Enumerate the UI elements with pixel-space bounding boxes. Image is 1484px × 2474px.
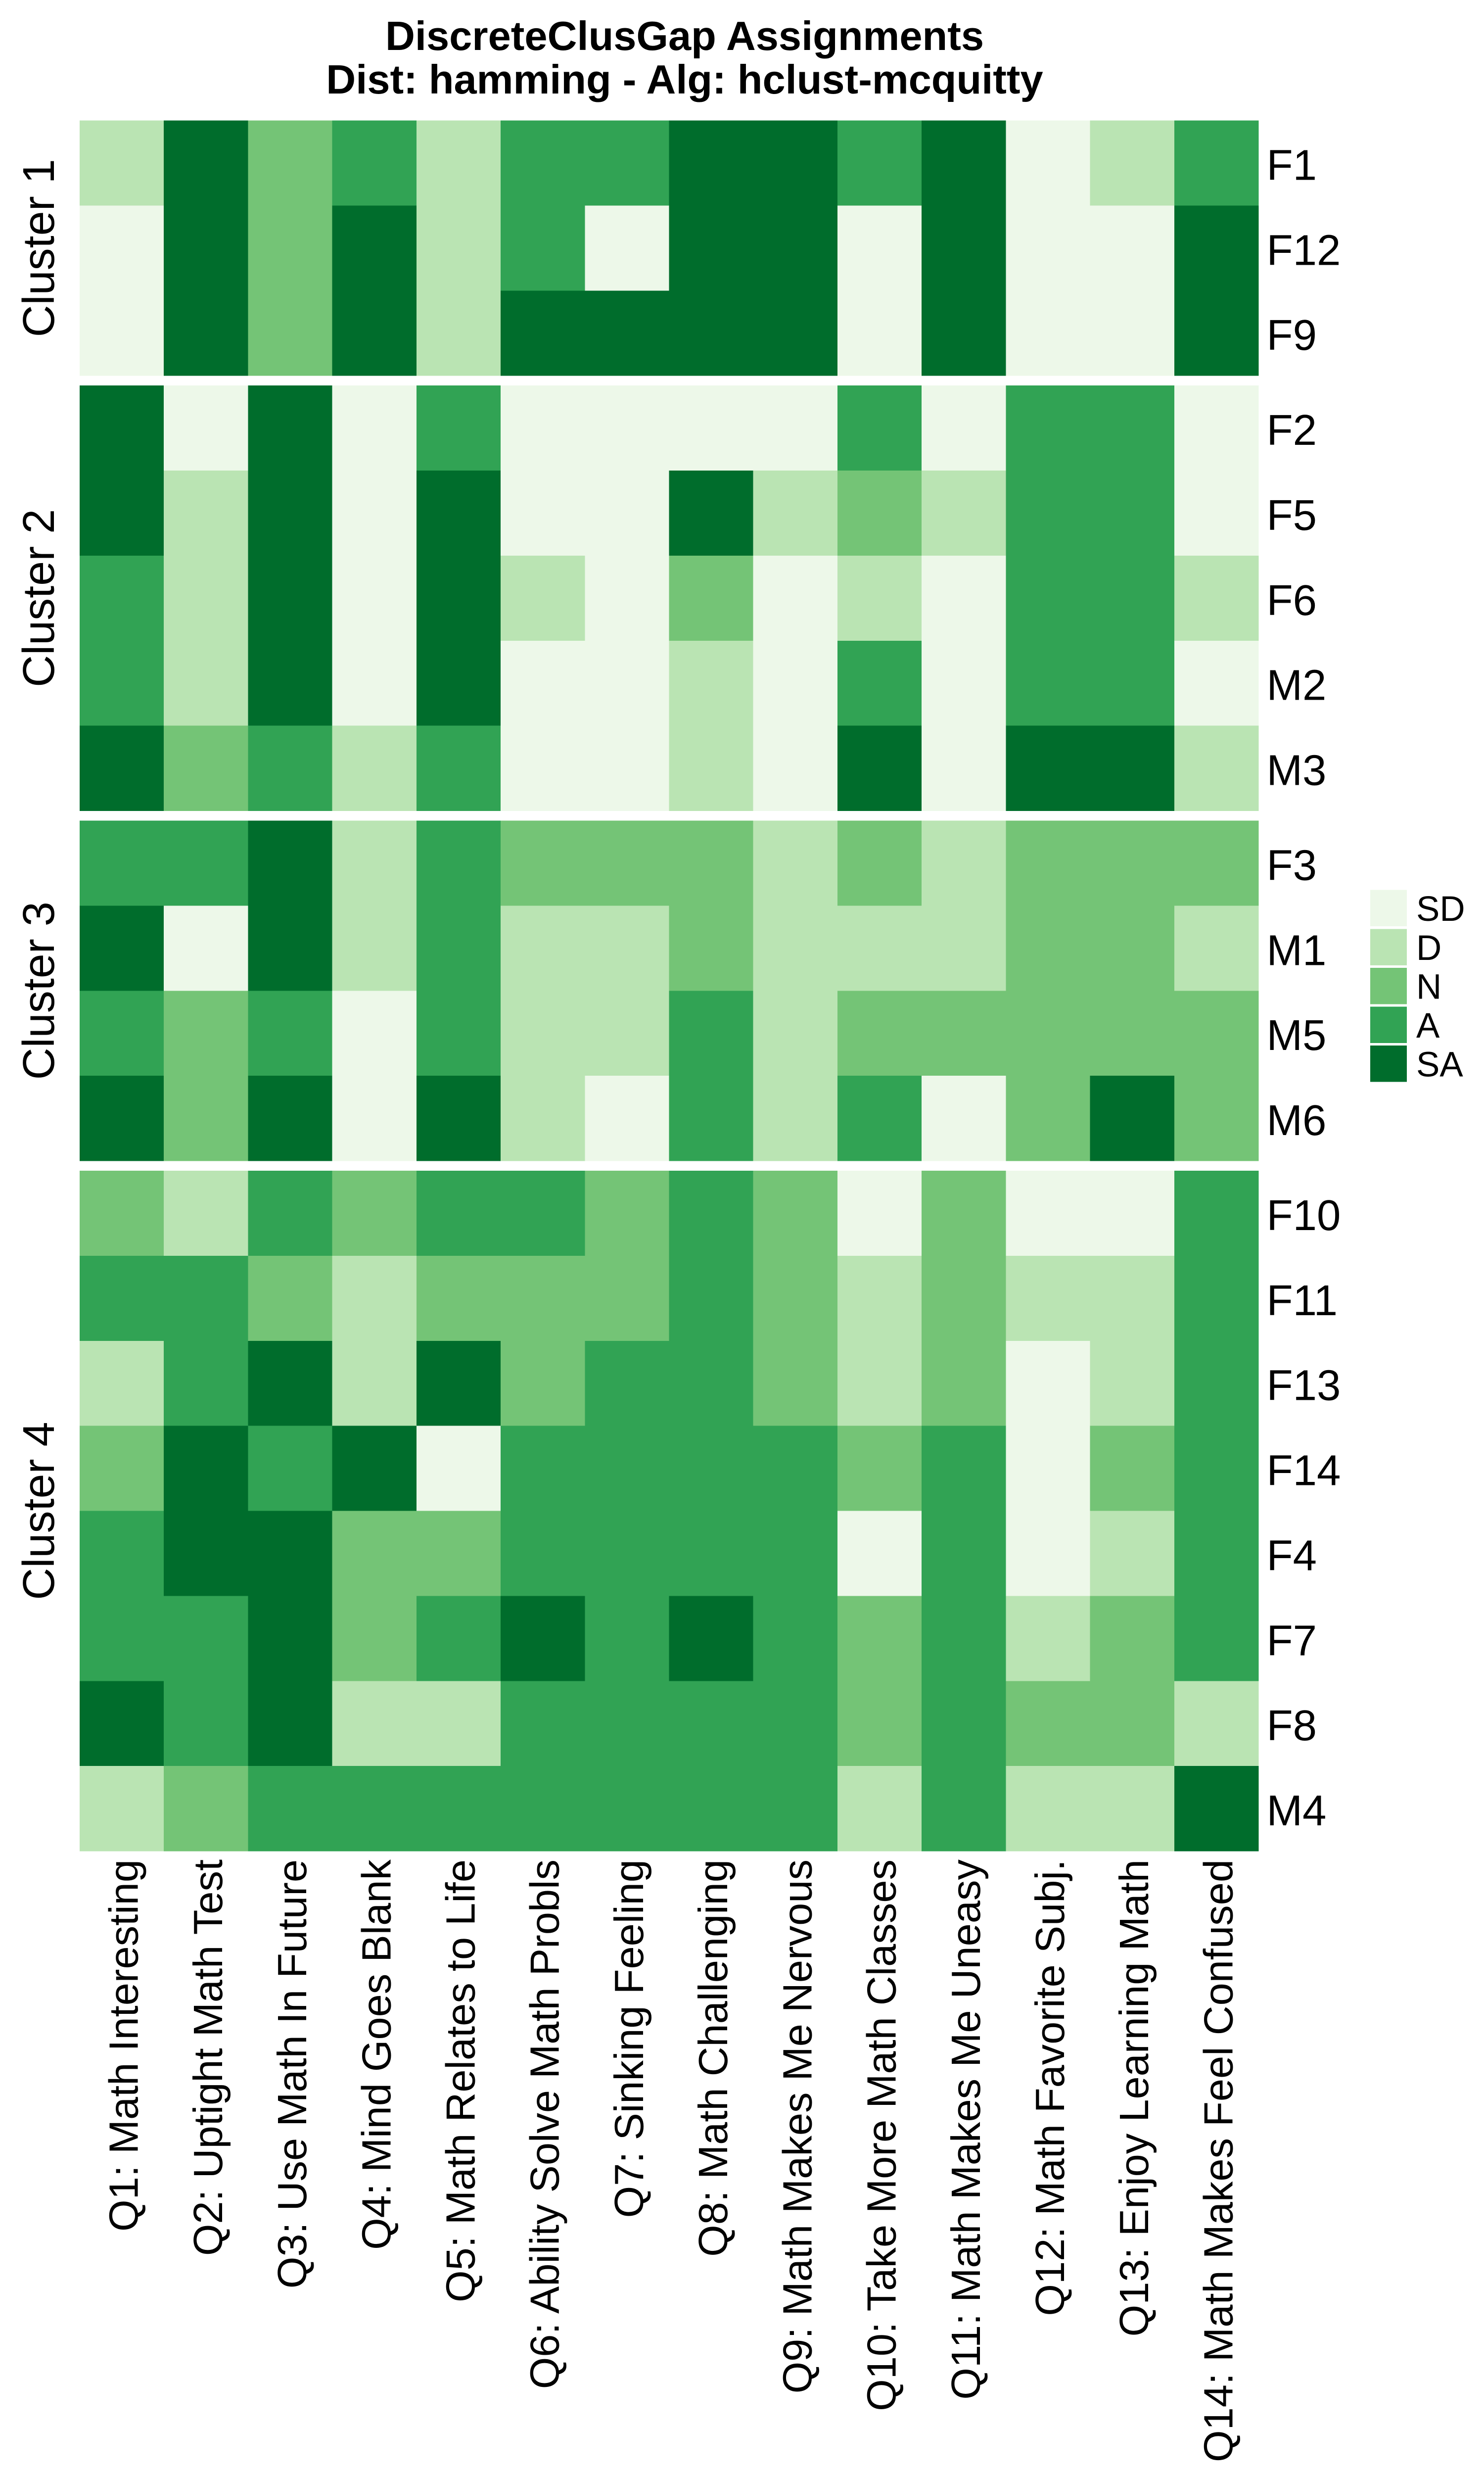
svg-text:M4: M4 bbox=[1267, 1787, 1327, 1835]
svg-text:Q6: Ability Solve Math Probls: Q6: Ability Solve Math Probls bbox=[522, 1859, 568, 2389]
svg-text:F11: F11 bbox=[1267, 1277, 1338, 1325]
svg-text:N: N bbox=[1416, 967, 1441, 1006]
svg-text:Q10: Take More Math Classes: Q10: Take More Math Classes bbox=[859, 1859, 905, 2411]
svg-text:Q4: Mind Goes Blank: Q4: Mind Goes Blank bbox=[353, 1859, 399, 2250]
svg-text:F6: F6 bbox=[1267, 576, 1317, 624]
svg-text:Q9: Math Makes Me Nervous: Q9: Math Makes Me Nervous bbox=[774, 1859, 820, 2393]
svg-text:M6: M6 bbox=[1267, 1096, 1327, 1144]
svg-text:F13: F13 bbox=[1267, 1362, 1341, 1410]
svg-text:M1: M1 bbox=[1267, 926, 1327, 974]
svg-text:F10: F10 bbox=[1267, 1191, 1341, 1239]
svg-text:F5: F5 bbox=[1267, 491, 1317, 539]
svg-text:Q1: Math Interesting: Q1: Math Interesting bbox=[101, 1859, 147, 2232]
svg-text:Q2: Uptight Math Test: Q2: Uptight Math Test bbox=[185, 1859, 231, 2256]
svg-text:F7: F7 bbox=[1267, 1617, 1317, 1665]
svg-text:Q14: Math Makes Feel Confused: Q14: Math Makes Feel Confused bbox=[1195, 1859, 1241, 2462]
svg-text:M3: M3 bbox=[1267, 747, 1327, 795]
svg-text:Q7: Sinking Feeling: Q7: Sinking Feeling bbox=[606, 1859, 652, 2218]
svg-text:Cluster 1: Cluster 1 bbox=[14, 159, 64, 337]
svg-text:M5: M5 bbox=[1267, 1011, 1327, 1059]
svg-text:Cluster 2: Cluster 2 bbox=[14, 509, 64, 687]
svg-text:SD: SD bbox=[1416, 890, 1465, 929]
svg-text:Dist: hamming - Alg: hclust-mc: Dist: hamming - Alg: hclust-mcquitty bbox=[326, 56, 1043, 102]
svg-text:F8: F8 bbox=[1267, 1702, 1317, 1750]
svg-text:Q13: Enjoy Learning Math: Q13: Enjoy Learning Math bbox=[1111, 1859, 1157, 2336]
svg-text:F4: F4 bbox=[1267, 1531, 1317, 1579]
svg-text:DiscreteClusGap Assignments: DiscreteClusGap Assignments bbox=[385, 13, 984, 59]
svg-text:F2: F2 bbox=[1267, 406, 1317, 454]
svg-text:Q11: Math Makes Me Uneasy: Q11: Math Makes Me Uneasy bbox=[943, 1859, 989, 2400]
svg-text:Q5: Math Relates to Life: Q5: Math Relates to Life bbox=[437, 1859, 483, 2302]
svg-text:Cluster 3: Cluster 3 bbox=[14, 902, 64, 1080]
svg-text:D: D bbox=[1416, 929, 1441, 968]
svg-text:F9: F9 bbox=[1267, 311, 1317, 359]
svg-text:Q3: Use Math In Future: Q3: Use Math In Future bbox=[269, 1859, 315, 2288]
svg-text:F1: F1 bbox=[1267, 141, 1317, 189]
svg-text:F3: F3 bbox=[1267, 841, 1317, 889]
svg-text:M2: M2 bbox=[1267, 662, 1327, 710]
svg-text:Cluster 4: Cluster 4 bbox=[14, 1422, 64, 1600]
svg-text:SA: SA bbox=[1416, 1046, 1463, 1085]
svg-text:F12: F12 bbox=[1267, 226, 1341, 274]
svg-text:Q8: Math Challenging: Q8: Math Challenging bbox=[690, 1859, 736, 2257]
svg-text:F14: F14 bbox=[1267, 1447, 1341, 1495]
svg-text:A: A bbox=[1416, 1006, 1440, 1046]
svg-text:Q12: Math Favorite Subj.: Q12: Math Favorite Subj. bbox=[1027, 1859, 1073, 2316]
